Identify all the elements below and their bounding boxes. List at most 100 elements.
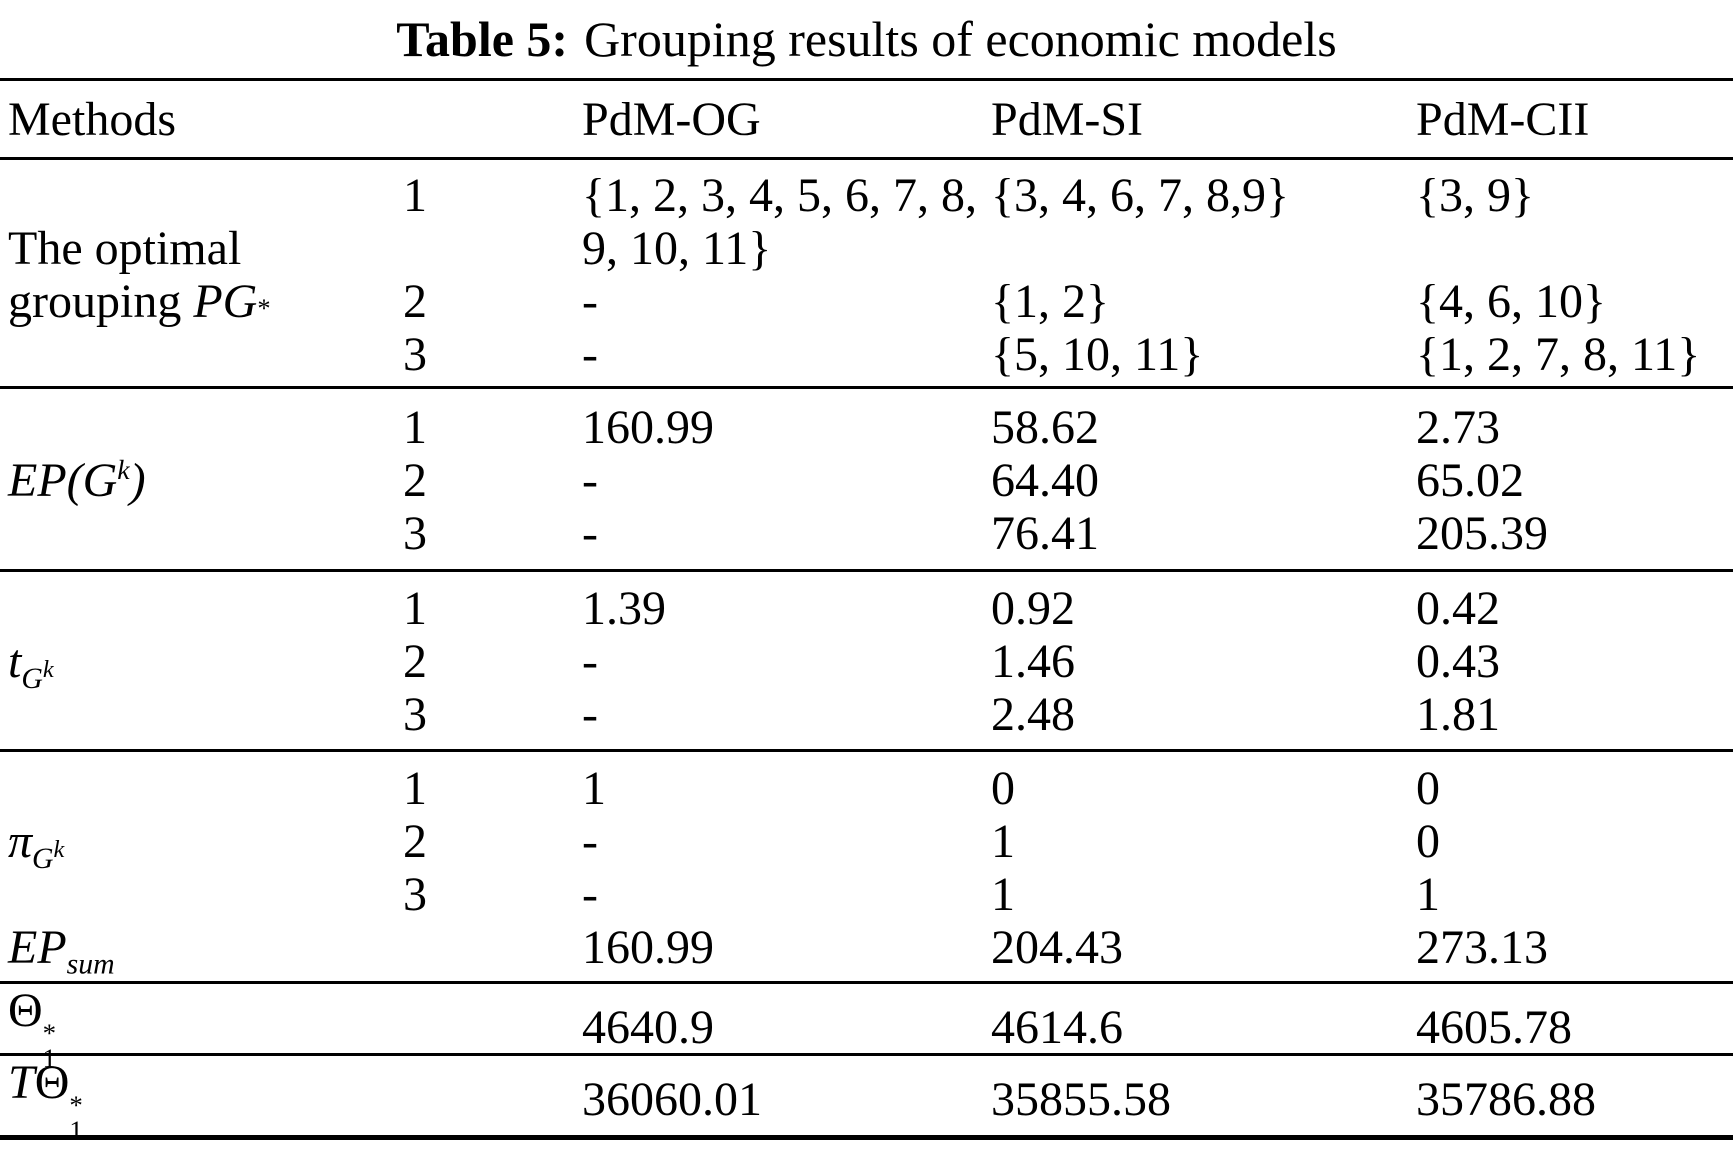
label-t-sub-g: G xyxy=(21,661,43,695)
section-optimal-grouping: The optimal grouping PG* 1 {1, 2, 3, 4, … xyxy=(0,157,1733,386)
cell-t-si-2: 1.46 xyxy=(991,635,1075,688)
cell-grouping-og-2: - xyxy=(582,275,598,328)
table-caption-text: Grouping results of economic models xyxy=(584,11,1337,67)
header-pdm-si: PdM-SI xyxy=(991,92,1144,146)
cell-theta-og: 4640.9 xyxy=(582,1001,714,1055)
label-ep-sup-k: k xyxy=(117,455,130,486)
table-header-row: Methods PdM-OG PdM-SI PdM-CII xyxy=(0,81,1733,157)
cell-t-si-3: 2.48 xyxy=(991,688,1075,741)
row-label-ttheta: TΘ * 1 xyxy=(0,1056,403,1144)
cell-pi-cii-3: 1 xyxy=(1416,868,1440,921)
label-theta-sub: 1 xyxy=(42,1043,57,1074)
label-t-subsup-k: k xyxy=(42,655,54,683)
cell-grouping-cii-3: {1, 2, 7, 8, 11} xyxy=(1416,328,1701,381)
cell-ep-og-2: - xyxy=(582,454,598,507)
group-index: 1 xyxy=(403,401,427,454)
cell-t-cii-2: 0.43 xyxy=(1416,635,1500,688)
cell-epsum-si: 204.43 xyxy=(991,921,1123,974)
label-pi-main: π xyxy=(8,815,33,868)
cell-epsum-cii: 273.13 xyxy=(1416,921,1548,974)
label-line1: The optimal xyxy=(8,222,242,275)
cell-pi-si-2: 1 xyxy=(991,815,1015,868)
cell-pi-cii-1: 0 xyxy=(1416,762,1440,815)
group-index: 2 xyxy=(403,454,427,507)
row-label-ep: EP(Gk) xyxy=(0,454,403,507)
section-t: tGk 1 1.39 0.92 0.42 2 - 1.46 0.43 3 - 2… xyxy=(0,569,1733,749)
row-label-pi: πGk xyxy=(0,815,403,873)
cell-t-og-3: - xyxy=(582,688,598,741)
group-index: 2 xyxy=(403,275,427,328)
section-pi: πGk 1 1 0 0 2 - 1 0 3 - 1 1 EPsum 160.99… xyxy=(0,749,1733,981)
cell-ep-og-1: 160.99 xyxy=(582,401,714,454)
section-ttheta: TΘ * 1 36060.01 35855.58 35786.88 xyxy=(0,1053,1733,1143)
cell-ep-cii-3: 205.39 xyxy=(1416,507,1548,560)
header-pdm-cii: PdM-CII xyxy=(1416,92,1590,146)
group-index: 2 xyxy=(403,815,427,868)
label-theta-main: Θ xyxy=(8,984,43,1037)
cell-grouping-si-2: {1, 2} xyxy=(991,275,1110,328)
cell-pi-si-3: 1 xyxy=(991,868,1015,921)
label-line2: grouping xyxy=(8,275,182,328)
label-epsum-main: EP xyxy=(8,921,67,974)
header-methods: Methods xyxy=(8,92,176,146)
group-index: 3 xyxy=(403,328,427,381)
cell-theta-cii: 4605.78 xyxy=(1416,1001,1572,1055)
row-label-t: tGk xyxy=(0,635,403,693)
cell-t-og-2: - xyxy=(582,635,598,688)
label-ttheta-sup: * xyxy=(69,1089,83,1120)
row-label-optimal-grouping: The optimal grouping PG* xyxy=(0,222,403,328)
cell-theta-si: 4614.6 xyxy=(991,1001,1123,1055)
table-caption-number: Table 5: xyxy=(396,11,569,67)
row-label-ep-sum: EPsum xyxy=(0,921,403,979)
cell-t-cii-3: 1.81 xyxy=(1416,688,1500,741)
label-ep-close: ) xyxy=(129,454,146,507)
label-pi-subsup-k: k xyxy=(53,835,65,863)
cell-pi-og-3: - xyxy=(582,868,598,921)
cell-t-cii-1: 0.42 xyxy=(1416,582,1500,635)
label-ttheta-main: Θ xyxy=(34,1056,70,1109)
results-table: Methods PdM-OG PdM-SI PdM-CII The optima… xyxy=(0,78,1733,1143)
cell-ep-cii-1: 2.73 xyxy=(1416,401,1500,454)
label-sup-star: * xyxy=(257,293,271,323)
cell-pi-cii-2: 0 xyxy=(1416,815,1440,868)
cell-ep-si-1: 58.62 xyxy=(991,401,1099,454)
cell-grouping-si-3: {5, 10, 11} xyxy=(991,328,1204,381)
label-t-main: t xyxy=(8,635,22,688)
label-ttheta-t: T xyxy=(8,1056,35,1109)
label-math-pg: PG xyxy=(193,275,258,328)
group-index: 3 xyxy=(403,688,427,741)
cell-grouping-cii-2: {4, 6, 10} xyxy=(1416,275,1607,328)
group-index: 1 xyxy=(403,169,427,222)
row-label-theta: Θ * 1 xyxy=(0,984,403,1072)
group-index: 2 xyxy=(403,635,427,688)
cell-ep-og-3: - xyxy=(582,507,598,560)
header-pdm-og: PdM-OG xyxy=(582,92,761,146)
cell-t-og-1: 1.39 xyxy=(582,582,666,635)
cell-t-si-1: 0.92 xyxy=(991,582,1075,635)
label-theta-sup: * xyxy=(42,1017,57,1048)
group-index: 3 xyxy=(403,507,427,560)
label-ep-main: EP(G xyxy=(8,454,118,507)
cell-ep-si-3: 76.41 xyxy=(991,507,1099,560)
cell-ttheta-si: 35855.58 xyxy=(991,1073,1171,1127)
cell-pi-si-1: 0 xyxy=(991,762,1015,815)
cell-ttheta-cii: 35786.88 xyxy=(1416,1073,1596,1127)
cell-grouping-cii-1: {3, 9} xyxy=(1416,169,1535,222)
cell-grouping-og-3: - xyxy=(582,328,598,381)
table-caption: Table 5: Grouping results of economic mo… xyxy=(0,0,1733,78)
label-ttheta-sub: 1 xyxy=(69,1115,83,1146)
group-index: 1 xyxy=(403,582,427,635)
cell-pi-og-2: - xyxy=(582,815,598,868)
group-index: 1 xyxy=(403,762,427,815)
label-pi-sub-g: G xyxy=(32,841,54,875)
cell-ttheta-og: 36060.01 xyxy=(582,1073,762,1127)
cell-epsum-og: 160.99 xyxy=(582,921,714,974)
cell-grouping-si-1: {3, 4, 6, 7, 8,9} xyxy=(991,169,1290,222)
section-theta: Θ * 1 4640.9 4614.6 4605.78 xyxy=(0,981,1733,1071)
label-epsum-sub: sum xyxy=(66,947,115,981)
cell-ep-cii-2: 65.02 xyxy=(1416,454,1524,507)
cell-grouping-og-1: {1, 2, 3, 4, 5, 6, 7, 8, 9, 10, 11} xyxy=(582,169,978,275)
cell-pi-og-1: 1 xyxy=(582,762,606,815)
cell-ep-si-2: 64.40 xyxy=(991,454,1099,507)
